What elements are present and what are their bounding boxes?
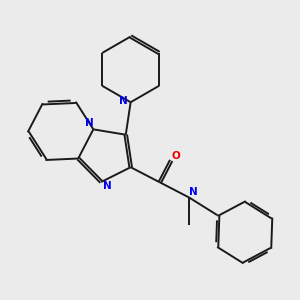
Text: N: N (85, 118, 93, 128)
Text: N: N (119, 96, 128, 106)
Text: O: O (171, 151, 180, 161)
Text: N: N (189, 187, 198, 197)
Text: N: N (103, 181, 112, 191)
